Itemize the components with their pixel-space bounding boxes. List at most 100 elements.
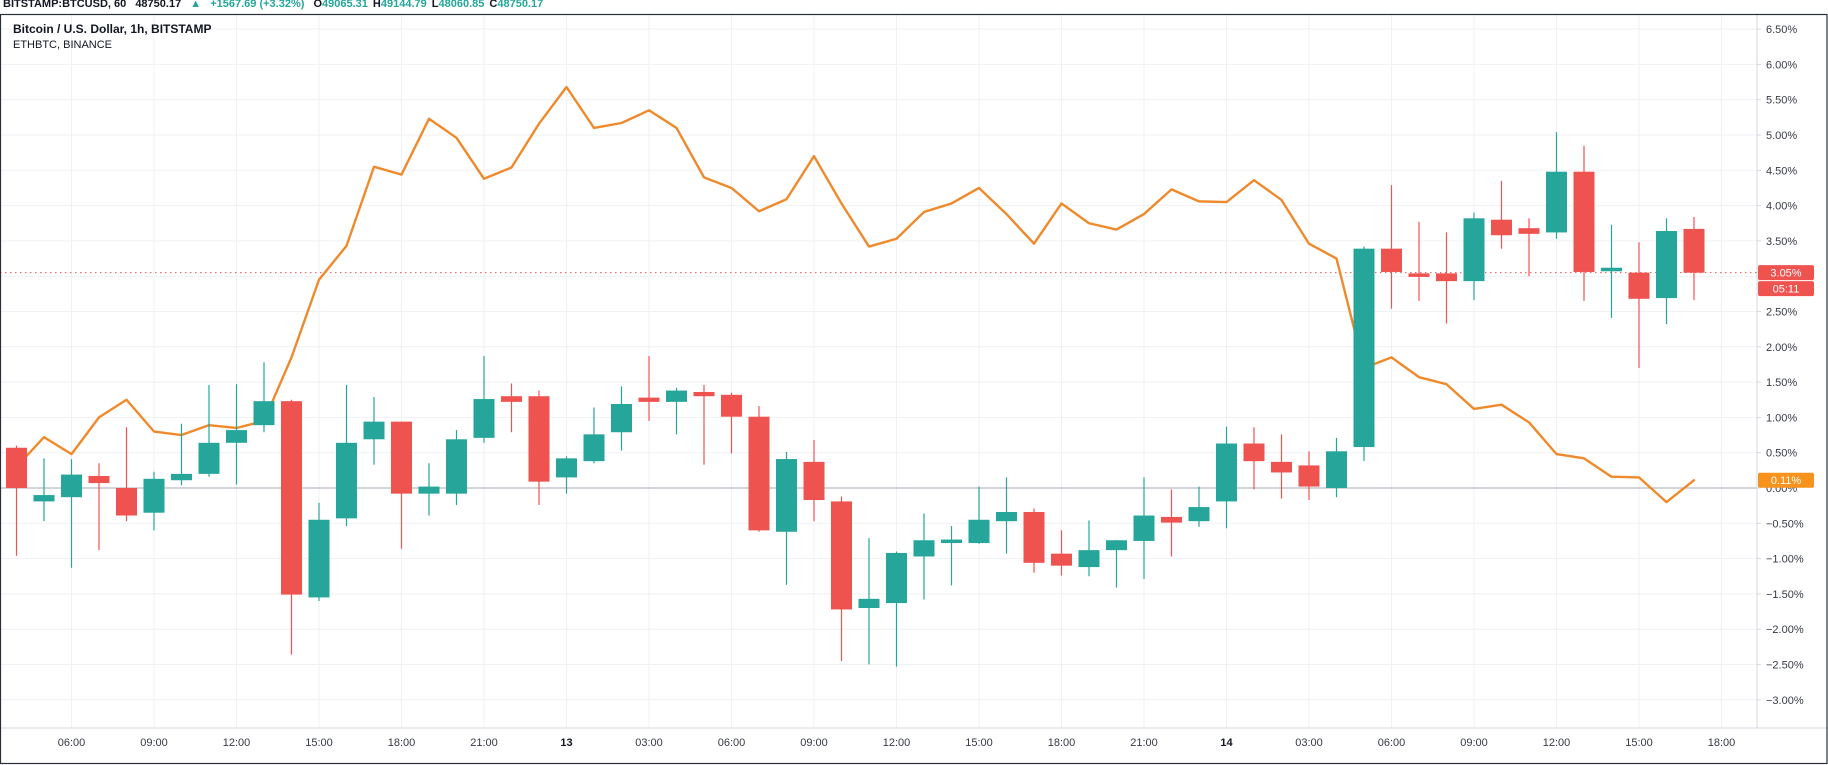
- candle-body: [501, 396, 522, 402]
- x-axis-label[interactable]: 09:00: [800, 737, 828, 749]
- candle-body: [556, 458, 577, 478]
- high-value: 49144.79: [380, 0, 427, 10]
- x-axis-label[interactable]: 03:00: [1295, 737, 1323, 749]
- y-axis-label[interactable]: 6.50%: [1766, 24, 1797, 36]
- candle-body: [33, 495, 55, 502]
- candle-body: [803, 461, 825, 501]
- candle-body: [143, 478, 165, 513]
- y-axis-label[interactable]: −0.50%: [1766, 518, 1804, 530]
- last-price: 48750.17: [135, 0, 182, 10]
- candle-body: [363, 421, 385, 440]
- candle-body: [281, 401, 302, 595]
- compare-value-badge-text: 0.11%: [1771, 475, 1802, 487]
- legend-compare-series[interactable]: ETHBTC, BINANCE: [13, 39, 113, 51]
- last-price-badge[interactable]: [1758, 265, 1814, 281]
- candle-body: [418, 486, 440, 494]
- x-axis-label[interactable]: 15:00: [965, 737, 993, 749]
- close-label: C: [489, 0, 498, 10]
- compare-value-badge[interactable]: [1758, 472, 1814, 488]
- y-axis-label[interactable]: 1.50%: [1766, 377, 1797, 389]
- open-value: 49065.31: [322, 0, 368, 10]
- change-arrow-icon: ▲: [190, 0, 202, 10]
- y-axis-label[interactable]: −2.00%: [1766, 624, 1804, 636]
- x-axis-label[interactable]: 12:00: [1543, 737, 1571, 749]
- x-axis-label[interactable]: 09:00: [140, 737, 168, 749]
- chart-frame: [0, 13, 1828, 765]
- legend-main-series[interactable]: Bitcoin / U.S. Dollar, 1h, BITSTAMP: [13, 22, 212, 36]
- x-axis-label[interactable]: 18:00: [388, 737, 416, 749]
- candle-body: [473, 399, 495, 438]
- candle-body: [1381, 248, 1402, 272]
- candle-body: [446, 439, 467, 494]
- x-axis-label[interactable]: 21:00: [470, 737, 498, 749]
- x-axis-label[interactable]: 09:00: [1460, 737, 1488, 749]
- candle-body: [1491, 219, 1512, 236]
- candle-body: [1161, 516, 1182, 523]
- candle-body: [6, 447, 27, 488]
- candle-body: [721, 394, 742, 417]
- candle-body: [968, 519, 990, 544]
- candle-body: [583, 434, 605, 462]
- y-axis-label[interactable]: 0.50%: [1766, 448, 1797, 460]
- close-value: 48750.17: [497, 0, 544, 10]
- y-axis-label[interactable]: −1.50%: [1766, 589, 1804, 601]
- bar-countdown-badge[interactable]: [1758, 281, 1814, 297]
- x-axis-label[interactable]: 12:00: [223, 737, 251, 749]
- x-axis-label[interactable]: 03:00: [635, 737, 663, 749]
- y-axis-label[interactable]: −3.00%: [1766, 695, 1804, 707]
- price-change: +1567.69 (+3.32%): [210, 0, 305, 10]
- x-axis-label[interactable]: 06:00: [58, 737, 86, 749]
- x-axis-label[interactable]: 14: [1220, 737, 1233, 749]
- x-axis-label[interactable]: 18:00: [1708, 737, 1736, 749]
- y-axis-label[interactable]: 4.00%: [1766, 201, 1797, 213]
- ethbtc-compare-line[interactable]: [15, 85, 1696, 504]
- candle-body: [941, 539, 962, 544]
- y-axis-label[interactable]: −1.00%: [1766, 554, 1804, 566]
- candle-body: [1546, 171, 1567, 233]
- candle-body: [1628, 272, 1650, 299]
- y-axis-label[interactable]: 3.50%: [1766, 236, 1797, 248]
- candle-body: [1573, 171, 1595, 272]
- y-axis-label[interactable]: 2.50%: [1766, 307, 1797, 319]
- x-axis-label[interactable]: 18:00: [1048, 737, 1076, 749]
- candle-body: [1601, 267, 1622, 272]
- x-axis-label[interactable]: 12:00: [883, 737, 911, 749]
- candle-body: [1326, 451, 1347, 488]
- y-axis-label[interactable]: 6.00%: [1766, 59, 1797, 71]
- candle-body: [528, 396, 550, 482]
- candle-body: [913, 540, 935, 557]
- candle-body: [1353, 248, 1375, 448]
- y-axis-label[interactable]: 4.50%: [1766, 165, 1797, 177]
- candle-body: [611, 403, 632, 433]
- x-axis-label[interactable]: 06:00: [718, 737, 746, 749]
- candle-body: [776, 459, 797, 532]
- candle-body: [666, 390, 687, 402]
- candle-body: [1436, 273, 1457, 282]
- candle-body: [1243, 443, 1265, 462]
- x-axis-label[interactable]: 21:00: [1130, 737, 1158, 749]
- candle-body: [1216, 443, 1237, 502]
- chart-legend[interactable]: Bitcoin / U.S. Dollar, 1h, BITSTAMP ETHB…: [13, 21, 211, 53]
- candle-body: [1133, 515, 1155, 541]
- x-axis-label[interactable]: 06:00: [1378, 737, 1406, 749]
- candle-body: [226, 430, 247, 443]
- candle-body: [1051, 553, 1072, 566]
- y-axis-label[interactable]: 5.50%: [1766, 95, 1797, 107]
- x-axis-label[interactable]: 15:00: [305, 737, 333, 749]
- candle-body: [1656, 231, 1677, 299]
- candle-body: [858, 598, 880, 609]
- y-axis-label[interactable]: −2.50%: [1766, 660, 1804, 672]
- candle-body: [391, 421, 412, 494]
- symbol-info-bar[interactable]: BITSTAMP:BTCUSD, 60 48750.17 ▲ +1567.69 …: [0, 0, 1828, 14]
- y-axis-label[interactable]: 1.00%: [1766, 412, 1797, 424]
- symbol-name[interactable]: BITSTAMP:BTCUSD, 60: [3, 0, 127, 10]
- candle-body: [253, 401, 275, 426]
- candle-body: [1683, 228, 1705, 273]
- candle-body: [638, 397, 660, 402]
- x-axis-label[interactable]: 15:00: [1625, 737, 1653, 749]
- x-axis-label[interactable]: 13: [560, 737, 572, 749]
- y-axis-label[interactable]: 5.00%: [1766, 130, 1797, 142]
- y-axis-label[interactable]: 2.00%: [1766, 342, 1797, 354]
- candle-body: [1463, 218, 1485, 282]
